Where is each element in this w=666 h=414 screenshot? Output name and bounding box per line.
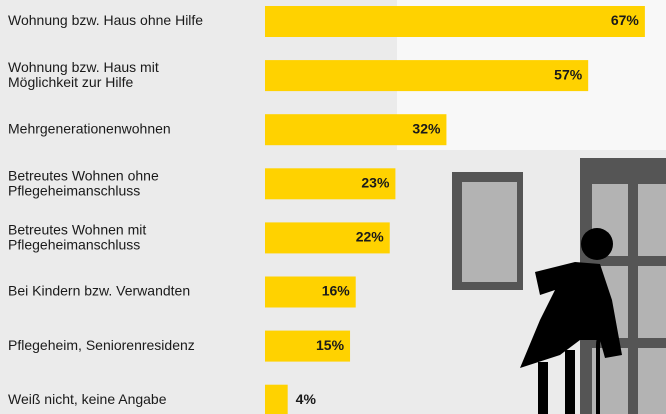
door-pane bbox=[638, 266, 666, 338]
figure-head bbox=[581, 228, 613, 260]
cane bbox=[596, 332, 616, 414]
category-label: Weiß nicht, keine Angabe bbox=[8, 391, 167, 407]
bar bbox=[265, 168, 396, 200]
value-label: 23% bbox=[361, 175, 390, 191]
window-pane bbox=[462, 182, 517, 282]
figure-body bbox=[520, 262, 622, 368]
category-label: Bei Kindern bzw. Verwandten bbox=[8, 283, 190, 299]
value-label: 22% bbox=[356, 229, 385, 245]
value-label: 57% bbox=[554, 66, 583, 82]
category-label: Mehrgenerationenwohnen bbox=[8, 120, 171, 136]
door-pane bbox=[638, 184, 666, 256]
category-label: Wohnung bzw. Haus ohne Hilfe bbox=[8, 12, 203, 28]
category-label: Betreutes Wohnen mit Pflegeheimanschluss bbox=[8, 221, 146, 252]
door-pane bbox=[638, 348, 666, 414]
category-label: Wohnung bzw. Haus mit Möglichkeit zur Hil… bbox=[8, 59, 159, 90]
bar bbox=[265, 114, 447, 146]
category-label: Pflegeheim, Seniorenresidenz bbox=[8, 337, 195, 353]
category-label: Betreutes Wohnen ohne Pflegeheimanschluss bbox=[8, 167, 159, 198]
value-label: 67% bbox=[611, 12, 640, 28]
illustration bbox=[452, 158, 666, 414]
value-label: 4% bbox=[296, 391, 317, 407]
bar bbox=[265, 60, 589, 92]
figure-leg bbox=[538, 362, 548, 414]
value-label: 15% bbox=[316, 337, 345, 353]
bar bbox=[265, 6, 645, 37]
bar bbox=[265, 276, 356, 308]
value-label: 16% bbox=[322, 283, 351, 299]
value-label: 32% bbox=[412, 120, 441, 136]
bar bbox=[265, 222, 390, 254]
bar bbox=[265, 384, 288, 414]
figure-leg bbox=[565, 350, 575, 414]
bar bbox=[265, 330, 351, 362]
